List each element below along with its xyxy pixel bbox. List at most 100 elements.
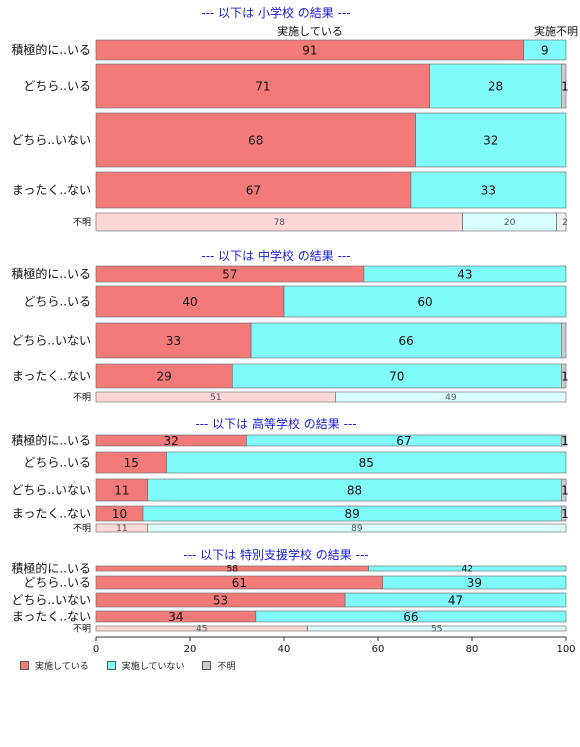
bar-segment [560,363,567,389]
chart-legend: 実施している 実施していない 不明 [20,659,235,672]
bar-segment [415,112,567,168]
x-tick-label: 60 [372,644,385,655]
row-label: どちら..いない [11,593,91,607]
data-label: 15 [124,456,139,470]
row-label: どちら..いる [23,79,91,93]
legend-item-not-implemented: 実施していない [106,659,185,672]
row-label: 不明 [73,217,91,228]
row-label: どちら..いる [23,295,91,309]
data-label: 71 [255,80,270,94]
bar-segment [95,171,412,209]
data-label: 32 [164,434,179,448]
data-label: 1 [561,484,569,498]
row-label: 積極的に..いる [11,433,91,448]
data-label: 40 [182,295,197,309]
legend-item-unknown: 不明 [202,659,235,672]
bar-segment [368,565,567,572]
data-label: 1 [561,370,569,384]
row-label: まったく..ない [12,610,91,624]
panel-title: --- 以下は 中学校 の結果 --- [201,248,350,263]
bar-segment [344,592,567,608]
data-label: 85 [359,456,374,470]
row-label: 積極的に..いる [11,266,91,281]
row-label: 積極的に..いる [11,561,91,576]
data-label: 67 [246,184,261,198]
column-label-unknown: 実施不明 [534,24,578,38]
x-tick-label: 100 [556,644,575,655]
data-label: 60 [417,295,432,309]
row-label: まったく..ない [12,369,91,383]
legend-swatch-unknown [202,661,212,670]
data-label: 68 [248,134,263,148]
row-label: どちら..いない [11,483,91,497]
legend-item-implemented: 実施している [20,659,89,672]
bar-segment [250,322,562,359]
data-label: 49 [445,393,457,403]
row-label: どちら..いない [11,133,91,147]
bar-segment [147,523,567,533]
x-tick-label: 20 [184,644,197,655]
data-label: 11 [116,524,127,534]
bar-segment [95,285,285,318]
row-label: 不明 [73,523,91,534]
data-label: 66 [403,610,418,624]
bar-segment [166,451,567,474]
bar-segment [560,63,567,109]
legend-label-not-implemented: 実施していない [121,662,185,672]
bar-segment [363,265,567,283]
data-label: 1 [561,434,569,448]
legend-label-unknown: 不明 [217,662,236,672]
data-label: 20 [504,218,516,228]
data-label: 53 [213,594,228,608]
data-label: 1 [561,507,569,521]
data-label: 70 [389,370,404,384]
data-label: 57 [222,268,237,282]
row-label: 不明 [73,624,91,635]
data-label: 1 [561,80,569,94]
data-label: 91 [302,44,317,58]
data-label: 47 [448,594,463,608]
data-label: 10 [112,507,127,521]
data-label: 67 [396,434,411,448]
data-label: 51 [210,393,221,403]
bar-segment [95,322,252,359]
legend-swatch-not-implemented [106,661,116,670]
data-label: 11 [114,484,129,498]
row-label: 不明 [73,392,91,403]
row-label: どちら..いない [11,334,91,348]
data-label: 88 [347,484,362,498]
row-label: どちら..いる [23,576,91,590]
data-label: 33 [481,184,496,198]
legend-swatch-implemented [20,661,29,670]
data-label: 45 [196,625,207,635]
row-label: まったく..ない [12,183,91,197]
data-label: 29 [157,370,172,384]
data-label: 43 [457,268,472,282]
data-label: 89 [345,507,360,521]
data-label: 2 [562,218,568,228]
data-label: 55 [431,625,442,635]
panel-title: --- 以下は 高等学校 の結果 --- [195,416,356,431]
data-label: 89 [351,524,363,534]
bar-segment [307,625,567,632]
bar-segment [255,610,567,623]
data-label: 78 [274,218,286,228]
data-label: 58 [227,565,239,575]
data-label: 42 [462,565,473,575]
x-tick-label: 0 [93,644,99,655]
bar-segment [95,63,431,109]
data-label: 33 [166,334,181,348]
row-label: どちら..いる [23,456,91,470]
data-label: 9 [541,44,549,58]
data-label: 28 [488,80,503,94]
legend-label-implemented: 実施している [35,662,89,672]
bar-segment [523,39,567,61]
row-label: 積極的に..いる [11,42,91,57]
column-label-implemented: 実施している [277,24,343,38]
data-label: 39 [467,576,482,590]
bar-segment [560,478,567,502]
row-label: まったく..ない [12,507,91,521]
bar-segment [283,285,567,318]
data-label: 34 [168,610,183,624]
